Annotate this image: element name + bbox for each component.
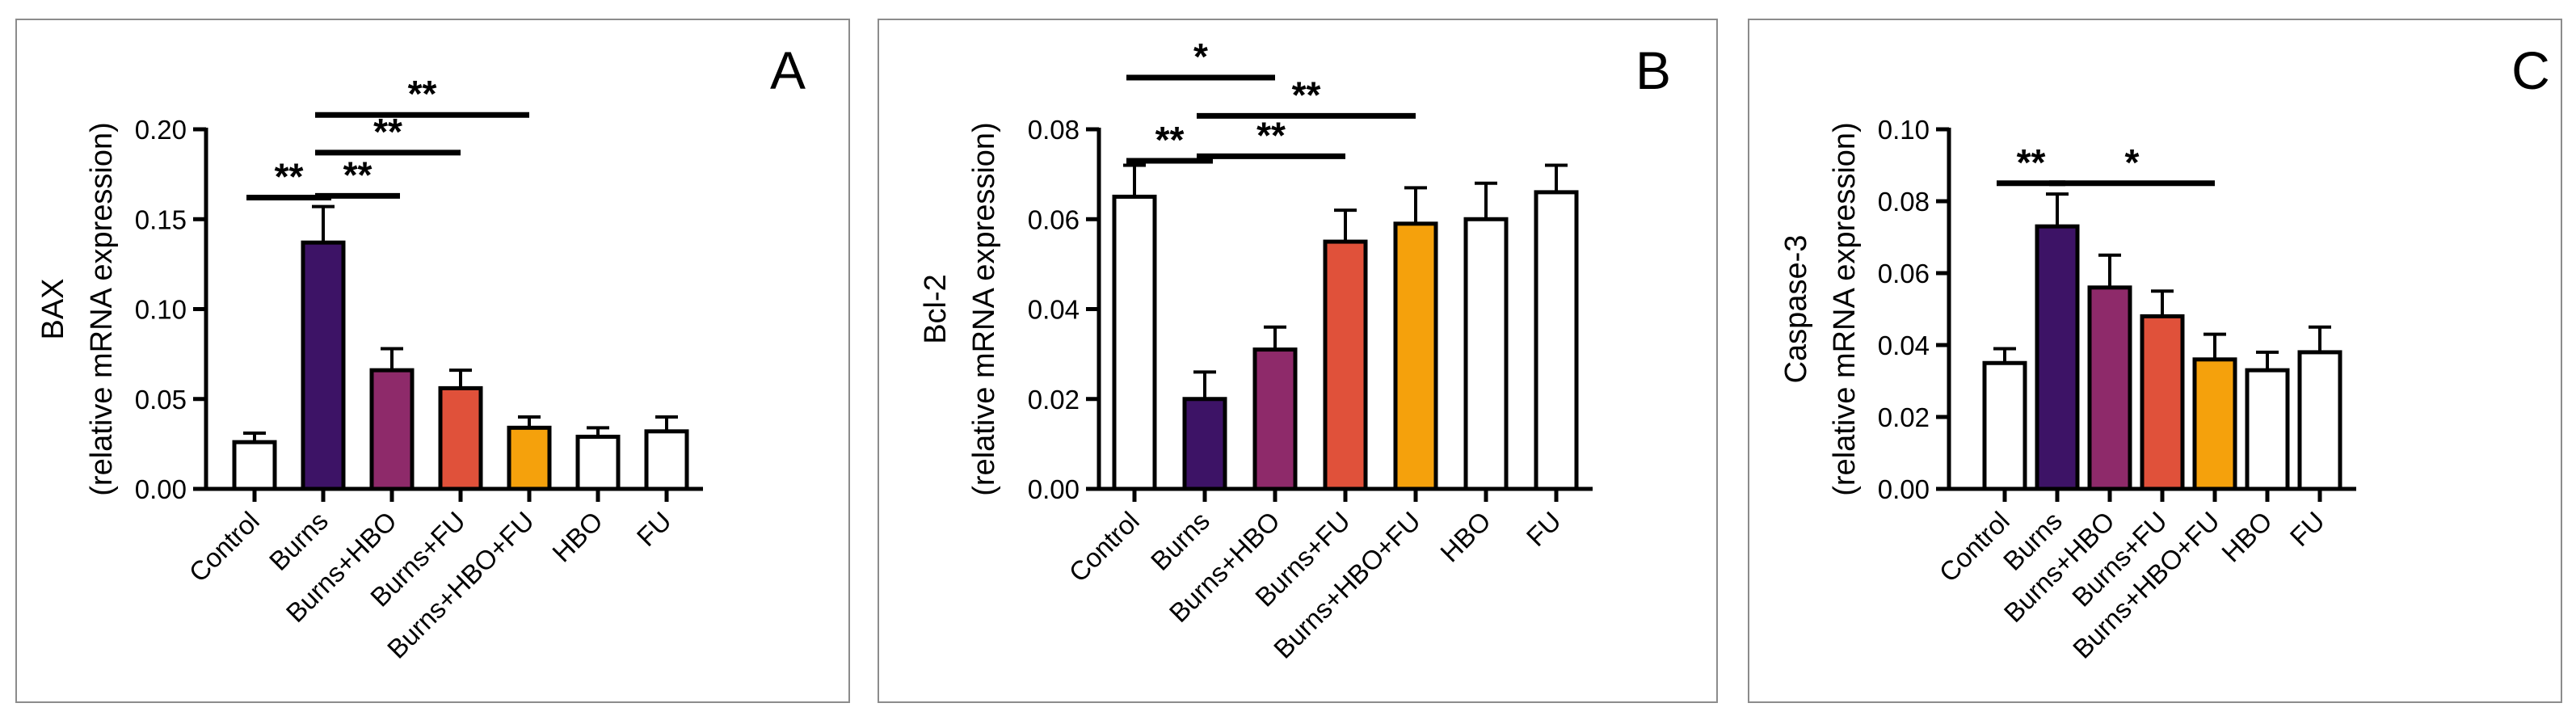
y-tick-label: 0.08 — [1028, 115, 1080, 145]
bar-burns-fu — [2140, 314, 2185, 491]
bar-burns — [1182, 397, 1227, 491]
bar-hbo — [575, 434, 621, 491]
bar-fu — [1534, 190, 1579, 491]
significance-label: * — [1193, 36, 1208, 78]
bar-hbo — [1463, 217, 1509, 491]
y-axis-subtitle: (relative mRNA expression) — [967, 122, 1001, 495]
y-tick-label: 0.06 — [1878, 259, 1930, 288]
y-tick-label: 0.10 — [135, 295, 187, 325]
bar-fu — [644, 429, 689, 491]
bar-burns-fu — [1323, 239, 1368, 491]
y-axis-title: Caspase-3 — [1779, 235, 1813, 384]
y-tick-label: 0.05 — [135, 385, 187, 415]
bar-fu — [2297, 350, 2342, 491]
significance-label: * — [2125, 141, 2140, 183]
bar-control — [1112, 194, 1157, 491]
y-tick-label: 0.00 — [135, 474, 187, 504]
significance-label: ** — [1256, 114, 1286, 156]
bar-burns-hbo-fu — [1393, 221, 1438, 491]
y-axis-title: Bcl-2 — [919, 274, 953, 344]
chart-panel-c: 0.000.020.040.060.080.10ControlBurnsBurn… — [1748, 19, 2562, 703]
y-tick-label: 0.00 — [1878, 474, 1930, 504]
y-axis-subtitle: (relative mRNA expression) — [1828, 122, 1862, 495]
y-tick-label: 0.04 — [1878, 331, 1930, 360]
bar-burns-fu — [438, 385, 483, 491]
panel-frame — [878, 19, 1718, 703]
y-tick-label: 0.00 — [1028, 474, 1080, 504]
significance-label: ** — [408, 73, 437, 115]
significance-label: ** — [1155, 119, 1185, 161]
y-tick-label: 0.02 — [1028, 385, 1080, 415]
y-tick-label: 0.15 — [135, 204, 187, 234]
bar-burns-hbo — [369, 368, 415, 491]
bar-burns — [301, 240, 346, 491]
y-tick-label: 0.10 — [1878, 115, 1930, 145]
y-axis-title: BAX — [36, 278, 70, 339]
significance-label: ** — [343, 154, 373, 196]
bar-burns-hbo — [2087, 285, 2132, 491]
y-tick-label: 0.08 — [1878, 187, 1930, 217]
bar-burns-hbo-fu — [2192, 357, 2237, 491]
y-tick-label: 0.20 — [135, 115, 187, 145]
panel-letter: C — [2511, 40, 2550, 100]
bar-burns-hbo — [1252, 347, 1298, 491]
chart-panel-a: 0.000.050.100.150.20ControlBurnsBurns+HB… — [15, 19, 850, 703]
y-axis-subtitle: (relative mRNA expression) — [85, 122, 119, 495]
bar-burns — [2035, 224, 2080, 491]
panel-letter: A — [770, 40, 806, 100]
panel-frame — [15, 19, 850, 703]
significance-label: ** — [2017, 141, 2046, 183]
panel-letter: B — [1635, 40, 1671, 100]
y-tick-label: 0.02 — [1878, 402, 1930, 432]
bar-control — [232, 440, 277, 491]
significance-label: ** — [275, 156, 304, 198]
significance-label: ** — [1292, 74, 1321, 116]
y-tick-label: 0.06 — [1028, 204, 1080, 234]
y-tick-label: 0.04 — [1028, 295, 1080, 325]
bar-burns-hbo-fu — [507, 425, 552, 491]
bar-hbo — [2245, 368, 2290, 491]
bar-control — [1982, 360, 2027, 491]
